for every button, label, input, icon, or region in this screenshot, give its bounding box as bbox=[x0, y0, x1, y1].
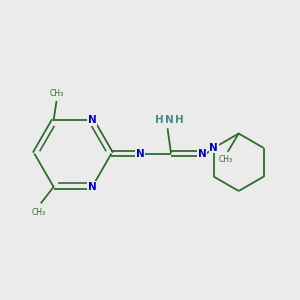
Text: H: H bbox=[155, 115, 164, 125]
Text: CH₃: CH₃ bbox=[219, 155, 233, 164]
Text: CH₃: CH₃ bbox=[49, 89, 64, 98]
Text: N: N bbox=[136, 148, 145, 158]
Text: H: H bbox=[175, 115, 184, 125]
Text: N: N bbox=[209, 143, 218, 153]
Text: N: N bbox=[197, 148, 206, 158]
Text: N: N bbox=[88, 115, 97, 125]
Text: N: N bbox=[88, 182, 97, 192]
Text: N: N bbox=[165, 116, 174, 125]
Text: CH₃: CH₃ bbox=[32, 208, 46, 217]
